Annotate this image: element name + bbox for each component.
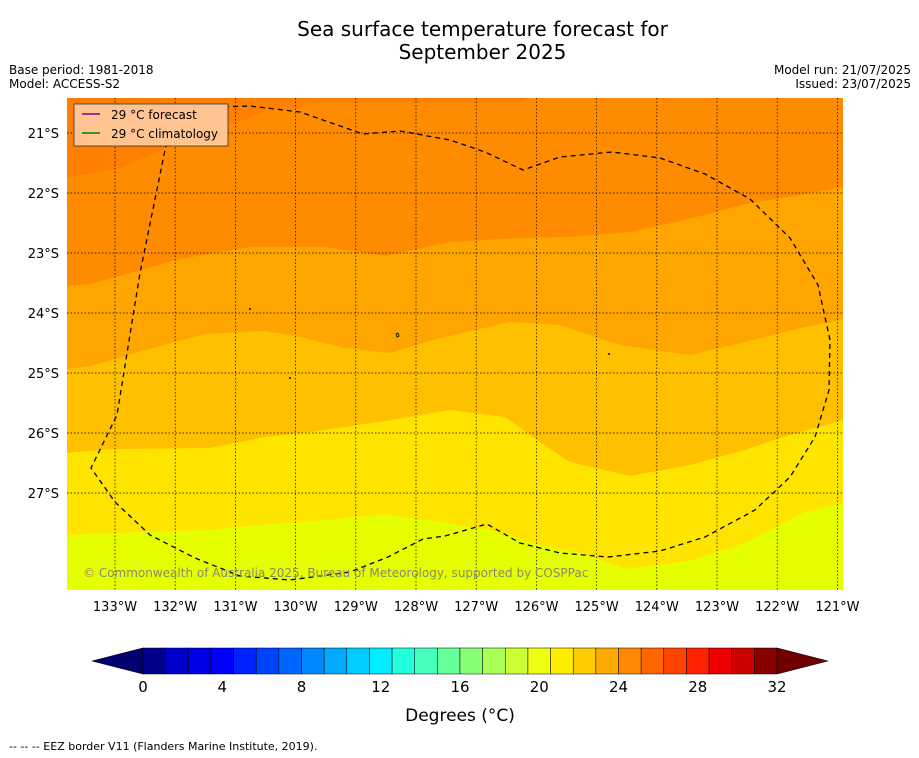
title-line-1: Sea surface temperature forecast for [297, 17, 668, 41]
colorbar-segment [459, 647, 483, 675]
colorbar-segment [482, 647, 506, 675]
eez-border [90, 105, 831, 581]
colorbar-segment [618, 647, 642, 675]
colorbar-segment [731, 647, 755, 675]
islands [248, 307, 611, 379]
sst-map: 29 °C forecast 29 °C climatology © Commo… [28, 98, 860, 615]
island-b [248, 307, 251, 310]
colorbar-segment [255, 647, 280, 675]
lat-tick-label: 26°S [28, 427, 59, 442]
colorbar-segment [301, 647, 325, 675]
colorbar-tick-label: 4 [217, 678, 227, 696]
colorbar-segment [346, 647, 370, 675]
colorbar-tick-label: 20 [530, 678, 549, 696]
lon-tick-label: 124°W [635, 600, 679, 615]
copyright-text: © Commonwealth of Australia 2025, Bureau… [83, 566, 588, 580]
lat-tick-label: 24°S [28, 307, 59, 322]
colorbar-segment [278, 647, 302, 675]
colorbar-tick-label: 24 [609, 678, 628, 696]
colorbar-segment [663, 647, 687, 675]
colorbar-segment [754, 647, 778, 675]
lat-labels: 21°S 22°S 23°S 24°S 25°S 26°S 27°S [28, 127, 59, 502]
colorbar-label: Degrees (°C) [405, 706, 515, 726]
colorbar-segment [595, 647, 619, 675]
colorbar-segment [527, 647, 551, 675]
colorbar-segment [686, 647, 710, 675]
colorbar-tick-label: 32 [767, 678, 786, 696]
legend-forecast-label: 29 °C forecast [111, 108, 197, 122]
colorbar-segment [505, 647, 529, 675]
model-name: Model: ACCESS-S2 [9, 77, 121, 91]
colorbar-segment [188, 647, 212, 675]
colorbar-segment [369, 647, 393, 675]
lon-tick-label: 123°W [695, 600, 739, 615]
eez-note: -- -- -- EEZ border V11 (Flanders Marine… [9, 740, 318, 753]
colorbar-tick-label: 16 [450, 678, 469, 696]
lon-tick-label: 126°W [514, 600, 558, 615]
colorbar-segment [233, 647, 257, 675]
lon-tick-label: 127°W [454, 600, 498, 615]
model-run: Model run: 21/07/2025 [773, 63, 911, 77]
colorbar-under-arrow [91, 647, 144, 675]
lon-tick-label: 133°W [93, 600, 137, 615]
title-line-2: September 2025 [398, 40, 567, 64]
island-a [395, 332, 400, 338]
colorbar: 0 4 8 12 16 20 24 28 32 Degrees (°C) [91, 647, 829, 726]
colorbar-segment [708, 647, 732, 675]
lon-tick-label: 131°W [213, 600, 257, 615]
island-d [608, 352, 611, 355]
colorbar-tick-label: 28 [688, 678, 707, 696]
colorbar-segment [437, 647, 461, 675]
legend-climatology-label: 29 °C climatology [111, 127, 218, 141]
colorbar-segment [323, 647, 348, 675]
lat-tick-label: 27°S [28, 487, 59, 502]
map-legend: 29 °C forecast 29 °C climatology [73, 103, 229, 147]
colorbar-segment [210, 647, 234, 675]
colorbar-ticks: 0 4 8 12 16 20 24 28 32 [138, 678, 786, 696]
colorbar-segment [550, 647, 574, 675]
island-c [288, 376, 291, 379]
lon-tick-label: 122°W [755, 600, 799, 615]
colorbar-segment [414, 647, 438, 675]
meta-right: Model run: 21/07/2025 Issued: 23/07/2025 [774, 63, 911, 91]
lon-tick-label: 121°W [815, 600, 859, 615]
lon-tick-label: 132°W [153, 600, 197, 615]
colorbar-segment [391, 647, 415, 675]
meta-left: Base period: 1981-2018 Model: ACCESS-S2 [9, 63, 154, 91]
colorbar-segment [165, 647, 189, 675]
colorbar-segments [91, 647, 829, 675]
lat-tick-label: 23°S [28, 247, 59, 262]
band-25-26 [67, 98, 843, 286]
issued-date: Issued: 23/07/2025 [795, 77, 911, 91]
lat-tick-label: 21°S [28, 127, 59, 142]
colorbar-over-arrow [776, 647, 829, 675]
colorbar-segment [640, 647, 665, 675]
colorbar-tick-label: 0 [138, 678, 148, 696]
colorbar-segment [142, 647, 166, 675]
lat-tick-label: 25°S [28, 367, 59, 382]
colorbar-segment [572, 647, 597, 675]
colorbar-tick-label: 8 [297, 678, 307, 696]
graticule [67, 98, 843, 590]
lon-tick-label: 128°W [394, 600, 438, 615]
base-period: Base period: 1981-2018 [9, 63, 154, 77]
lon-tick-label: 130°W [274, 600, 318, 615]
lon-tick-label: 125°W [575, 600, 619, 615]
lon-tick-label: 129°W [334, 600, 378, 615]
lat-tick-label: 22°S [28, 187, 59, 202]
colorbar-tick-label: 12 [371, 678, 390, 696]
lon-labels: 133°W 132°W 131°W 130°W 129°W 128°W 127°W 126°W… [93, 600, 860, 615]
chart-title: Sea surface temperature forecast for Sep… [0, 18, 919, 64]
